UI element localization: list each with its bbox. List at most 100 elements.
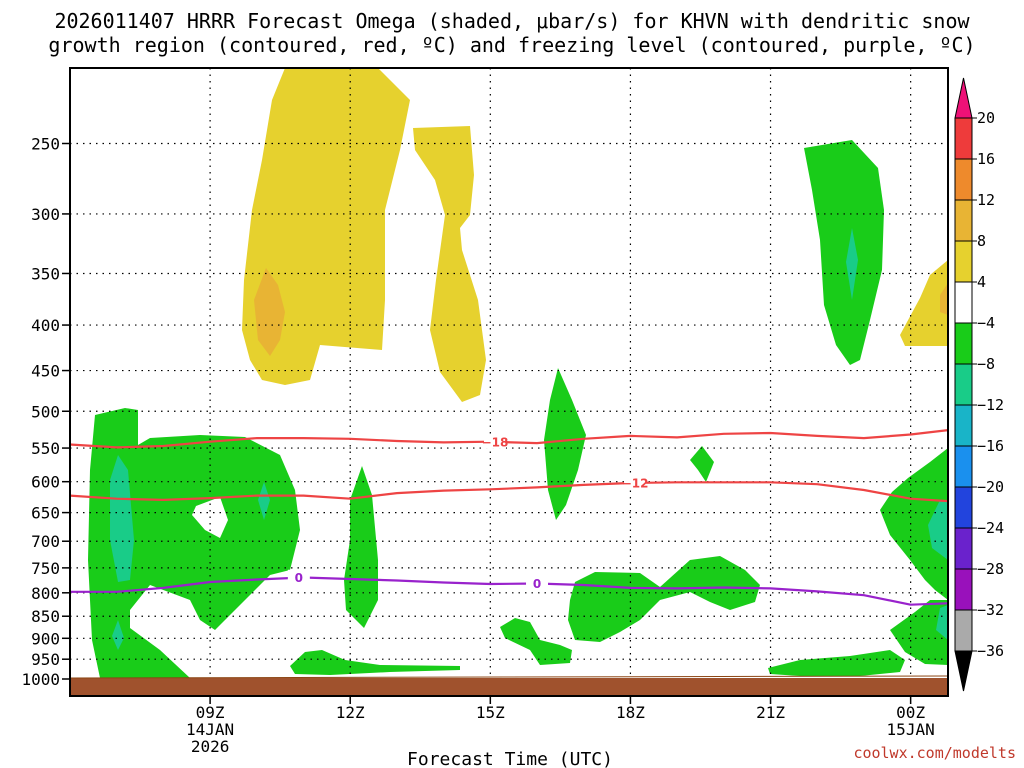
contour-label-freezing-level-0-2: 0 (533, 577, 541, 591)
colorbar-swatch-2 (954, 199, 973, 242)
y-tick-label-600: 600 (31, 473, 60, 492)
colorbar-top-arrow (954, 77, 973, 119)
y-tick-label-250: 250 (31, 135, 60, 154)
x-tick-label-9-0: 09Z (196, 703, 225, 722)
colorbar-swatch-12 (954, 609, 973, 652)
region-green-lower-right-b (890, 600, 948, 665)
contour-label-dgz-minus-18-1: −18 (482, 435, 509, 449)
x-tick-label-24-0: 00Z (896, 703, 925, 722)
colorbar-swatch-8 (954, 445, 973, 488)
x-tick-label-9-1: 14JAN (186, 720, 234, 739)
region-teal-lower-right (928, 500, 948, 560)
colorbar-label-1: 16 (977, 150, 995, 168)
contour-label-bg-freezing-level-0-1 (287, 569, 310, 585)
region-green-lower-left (88, 408, 300, 678)
colorbar-swatch-0 (954, 117, 973, 160)
region-green-narrow-tower (344, 466, 378, 628)
colorbar-label-7: −12 (977, 396, 1004, 414)
ground-surface (70, 678, 948, 696)
contour-label-bg-dgz-minus-12-1 (624, 474, 647, 490)
shaded-regions (88, 68, 948, 678)
region-orange-edge-right (940, 283, 948, 315)
contour-label-bg-freezing-level-0-2 (526, 575, 549, 591)
colorbar-bottom-arrow (954, 650, 973, 692)
region-green-mid-spike (544, 368, 586, 520)
colorbar-label-2: 12 (977, 191, 995, 209)
plot-frame (69, 67, 949, 697)
region-green-upper-right (804, 140, 884, 365)
y-tick-label-800: 800 (31, 584, 60, 603)
contour-dgz-minus-12 (69, 481, 949, 503)
chart-title-line-2: growth region (contoured, red, ºC) and f… (48, 33, 975, 57)
region-green-small-blob (690, 446, 714, 482)
contour-label-dgz-minus-12-1: −12 (622, 476, 649, 490)
colorbar-label-8: −16 (977, 437, 1004, 455)
x-tick-label-21-0: 21Z (756, 703, 785, 722)
colorbar-swatch-7 (954, 404, 973, 447)
colorbar-swatch-9 (954, 486, 973, 529)
colorbar-label-10: −24 (977, 519, 1004, 537)
y-tick-label-500: 500 (31, 402, 60, 421)
grid-layer (70, 68, 948, 696)
y-tick-label-700: 700 (31, 532, 60, 551)
x-tick-label-15-0: 15Z (476, 703, 505, 722)
colorbar-label-4: 4 (977, 273, 986, 291)
colorbar: 20 16 12 8 4 −4 −8 −12 −16 −20 −24 −28 −32 −36 (954, 77, 1004, 692)
region-orange-core-left (254, 268, 285, 356)
y-tick-label-950: 950 (31, 650, 60, 669)
contour-layer: −18 −12 0 0 (69, 429, 949, 606)
colorbar-label-5: −4 (977, 314, 995, 332)
y-axis: 250 300 350 400 450 500 550 600 650 700 750 800 850 9… (21, 135, 70, 689)
y-tick-label-1000: 1000 (21, 670, 60, 689)
contour-label-freezing-level-0-1: 0 (295, 571, 303, 585)
region-green-lower-center (568, 556, 760, 642)
colorbar-swatch-3 (954, 240, 973, 283)
x-tick-label-9-2: 2026 (191, 737, 230, 756)
colorbar-label-9: −20 (977, 478, 1004, 496)
y-tick-label-850: 850 (31, 607, 60, 626)
contour-dgz-minus-18 (69, 429, 949, 449)
region-green-surface-strip (290, 650, 460, 675)
x-axis-title: Forecast Time (UTC) (407, 749, 613, 768)
ground-edge (69, 675, 949, 679)
x-tick-label-12-0: 12Z (336, 703, 365, 722)
colorbar-label-13: −36 (977, 642, 1004, 660)
contour-label-bg-dgz-minus-18-1 (483, 433, 506, 449)
colorbar-swatch-10 (954, 527, 973, 570)
colorbar-label-3: 8 (977, 232, 986, 250)
colorbar-label-6: −8 (977, 355, 995, 373)
region-green-lower-center-b (500, 618, 572, 665)
y-tick-label-350: 350 (31, 264, 60, 283)
colorbar-label-12: −32 (977, 601, 1004, 619)
region-teal-upper-right (846, 228, 858, 300)
colorbar-swatch-5 (954, 322, 973, 365)
region-yellow-upper-left (242, 68, 410, 385)
colorbar-swatch-4 (954, 281, 973, 324)
colorbar-swatch-6 (954, 363, 973, 406)
y-tick-label-400: 400 (31, 316, 60, 335)
region-green-surface-strip-right (768, 650, 905, 676)
region-yellow-upper-center (413, 126, 486, 402)
credit-link[interactable]: coolwx.com/modelts (853, 744, 1016, 762)
y-tick-label-900: 900 (31, 629, 60, 648)
region-green-lower-right (880, 448, 948, 600)
region-teal-lower-left-c (258, 482, 270, 520)
y-tick-label-650: 650 (31, 504, 60, 523)
colorbar-label-0: 20 (977, 109, 995, 127)
y-tick-label-550: 550 (31, 439, 60, 458)
chart-title-line-1: 2026011407 HRRR Forecast Omega (shaded, … (54, 9, 970, 33)
region-teal-lower-left-b (112, 620, 124, 650)
x-tick-label-24-1: 15JAN (887, 720, 935, 739)
y-tick-label-750: 750 (31, 559, 60, 578)
y-tick-label-450: 450 (31, 362, 60, 381)
colorbar-swatch-1 (954, 158, 973, 201)
region-teal-lower-right-b (936, 605, 948, 640)
x-tick-label-18-0: 18Z (616, 703, 645, 722)
colorbar-label-11: −28 (977, 560, 1004, 578)
region-teal-lower-left (110, 455, 134, 582)
colorbar-swatch-11 (954, 568, 973, 611)
contour-freezing-level-0 (70, 576, 949, 606)
y-tick-label-300: 300 (31, 205, 60, 224)
